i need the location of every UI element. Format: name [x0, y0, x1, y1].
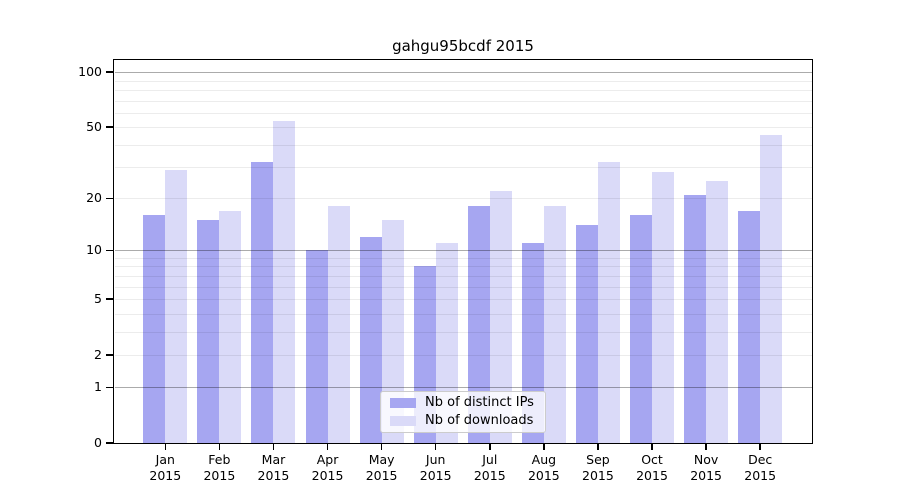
bar-jan-downloads — [165, 169, 188, 443]
y-tick-2 — [106, 353, 113, 356]
bar-apr-distinct-ips — [305, 250, 328, 443]
y-tick-100 — [106, 71, 113, 73]
x-tick-label-may: May 2015 — [365, 452, 398, 483]
y-tick-label-20: 20 — [86, 190, 102, 206]
y-tick-50 — [106, 126, 113, 128]
y-tick-10 — [106, 249, 113, 252]
gridline-major-10 — [114, 250, 812, 252]
gridline-minor-8 — [114, 266, 812, 268]
y-tick-0 — [106, 442, 113, 444]
bar-may-distinct-ips — [359, 236, 382, 443]
bar-oct-downloads — [652, 172, 675, 443]
bar-dec-downloads — [760, 135, 783, 443]
x-tick-label-aug: Aug 2015 — [527, 452, 560, 483]
y-tick-label-50: 50 — [86, 119, 102, 135]
bar-jul-downloads — [489, 191, 512, 443]
bar-dec-distinct-ips — [738, 210, 761, 443]
x-tick-label-jul: Jul 2015 — [473, 452, 506, 483]
x-tick-may — [380, 444, 383, 450]
y-tick-label-1: 1 — [94, 379, 102, 395]
bar-aug-downloads — [543, 206, 566, 443]
x-tick-jun — [434, 444, 437, 450]
bar-jan-distinct-ips — [143, 215, 166, 443]
gridline-minor-9 — [114, 258, 812, 259]
gridline-minor-4 — [114, 313, 812, 315]
gridline-minor-30 — [114, 167, 812, 169]
bar-nov-downloads — [706, 181, 729, 443]
x-tick-label-apr: Apr 2015 — [311, 452, 344, 483]
x-tick-aug — [543, 444, 545, 450]
legend-item-distinct-ips: Nb of distinct IPs — [390, 396, 536, 410]
legend: Nb of distinct IPs Nb of downloads — [380, 391, 546, 433]
bar-nov-distinct-ips — [684, 194, 707, 443]
bar-jul-distinct-ips — [467, 206, 490, 443]
bar-oct-distinct-ips — [630, 215, 653, 443]
gridline-minor-90 — [114, 80, 812, 82]
x-tick-feb — [218, 444, 221, 450]
x-tick-apr — [326, 444, 329, 450]
gridline-minor-6 — [114, 286, 812, 288]
legend-item-downloads: Nb of downloads — [390, 414, 536, 428]
y-tick-label-5: 5 — [94, 291, 102, 307]
x-tick-label-nov: Nov 2015 — [690, 452, 722, 483]
gridline-major-100 — [114, 72, 812, 74]
gridline-major-1 — [114, 387, 812, 389]
legend-swatch-downloads — [390, 416, 416, 426]
x-tick-nov — [705, 444, 707, 450]
x-tick-label-sep: Sep 2015 — [582, 452, 614, 483]
y-tick-label-0: 0 — [94, 435, 102, 450]
y-tick-label-10: 10 — [86, 242, 102, 258]
y-tick-label-100: 100 — [78, 64, 102, 80]
gridline-minor-5 — [114, 299, 812, 301]
gridline-minor-3 — [114, 331, 812, 333]
gridline-minor-20 — [114, 198, 812, 200]
x-tick-label-jan: Jan 2015 — [149, 452, 182, 483]
bar-mar-downloads — [273, 121, 296, 443]
gridline-minor-60 — [114, 112, 812, 114]
bar-sep-downloads — [597, 162, 620, 443]
bar-mar-distinct-ips — [251, 162, 274, 443]
bar-sep-distinct-ips — [575, 225, 598, 443]
x-tick-label-oct: Oct 2015 — [636, 452, 668, 483]
x-tick-mar — [272, 444, 275, 450]
gridline-minor-2 — [114, 354, 812, 356]
x-tick-jan — [164, 444, 167, 450]
x-tick-dec — [759, 444, 761, 450]
gridline-minor-50 — [114, 127, 812, 129]
x-tick-label-mar: Mar 2015 — [257, 452, 290, 483]
chart-title: gahgu95bcdf 2015 — [392, 37, 534, 55]
gridline-minor-7 — [114, 275, 812, 277]
y-tick-1 — [106, 386, 113, 389]
legend-label-downloads: Nb of downloads — [425, 413, 534, 428]
x-tick-label-feb: Feb 2015 — [203, 452, 236, 483]
x-tick-jul — [488, 444, 491, 450]
x-tick-sep — [597, 444, 599, 450]
bar-feb-distinct-ips — [197, 220, 220, 443]
x-tick-label-dec: Dec 2015 — [744, 452, 777, 483]
x-tick-oct — [651, 444, 653, 450]
gridline-minor-80 — [114, 89, 812, 91]
y-tick-20 — [106, 197, 113, 200]
bar-apr-downloads — [327, 206, 350, 443]
gridline-minor-70 — [114, 100, 812, 102]
bar-feb-downloads — [219, 210, 242, 443]
y-tick-5 — [106, 298, 113, 300]
legend-label-distinct-ips: Nb of distinct IPs — [425, 395, 534, 410]
y-tick-label-2: 2 — [94, 346, 102, 362]
bar-may-downloads — [381, 220, 404, 443]
x-tick-label-jun: Jun 2015 — [419, 452, 452, 483]
legend-swatch-distinct-ips — [390, 398, 416, 408]
gridline-minor-40 — [114, 144, 812, 146]
